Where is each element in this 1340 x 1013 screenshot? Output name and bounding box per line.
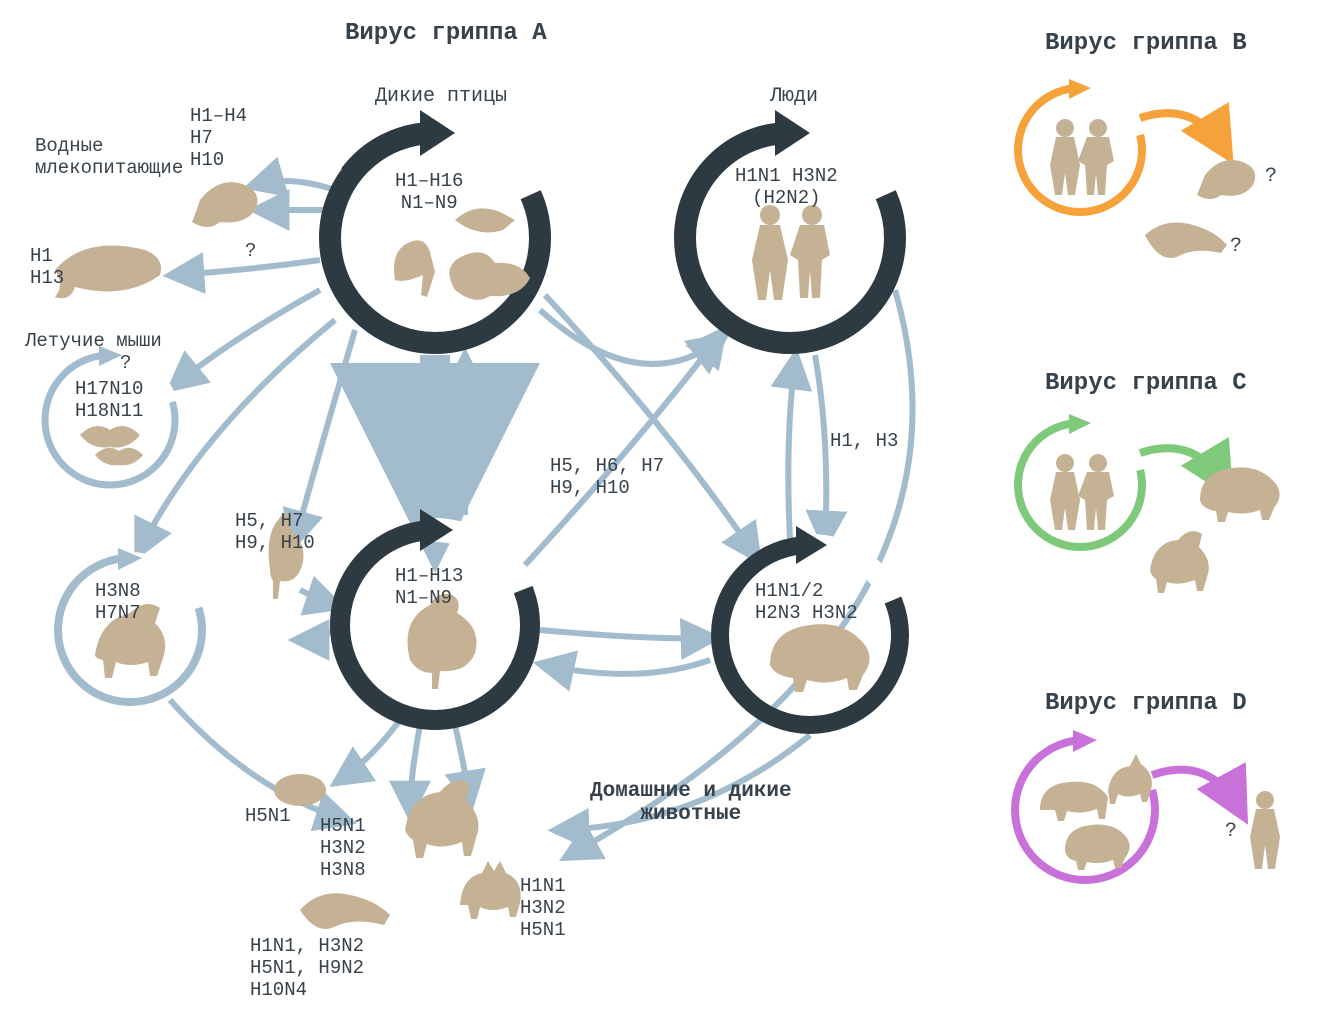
gull-icon (455, 208, 515, 232)
dog-icon (405, 780, 478, 858)
bat-icon (80, 426, 143, 465)
diagram-canvas: Вирус гриппа A Вирус гриппа B Вирус грип… (0, 0, 1340, 1009)
ferret-icon (300, 893, 390, 929)
birds-humans-arrowlabel: H5, H6, H7 H9, H10 (550, 455, 664, 499)
b-q1: ? (1265, 165, 1277, 188)
human-icon (752, 205, 830, 300)
pigs-subtypes: H1N1/2 H2N3 H3N2 (755, 580, 858, 624)
section-b (1018, 79, 1255, 258)
bats-q: ? (120, 352, 131, 374)
section-c (1018, 414, 1280, 593)
ostrich-subtypes: H5, H7 H9, H10 (235, 510, 315, 554)
title-d: Вирус гриппа D (1045, 690, 1247, 717)
b-q2: ? (1230, 235, 1242, 258)
humans-pigs-arrowlabel: H1, H3 (830, 430, 898, 452)
dog-c-icon (1150, 531, 1209, 593)
poultry-subtypes: H1–H13 N1–N9 (395, 565, 463, 609)
bats-label: Летучие мыши (25, 330, 162, 352)
wildbirds-subtypes: H1–H16 N1–N9 (395, 170, 463, 214)
ferret-subtypes: H1N1, H3N2 H5N1, H9N2 H10N4 (250, 935, 364, 1001)
seal-b-icon (1197, 160, 1255, 199)
seal-icon (192, 182, 257, 227)
whale-icon (55, 246, 161, 299)
domesticwild-label: Домашние и дикие животные (590, 780, 792, 826)
bats-subtypes: H17N10 H18N11 (75, 378, 143, 422)
cycle-humans (685, 110, 895, 343)
human-d-icon (1250, 791, 1280, 869)
pig-icon (770, 624, 870, 692)
cat-icon (460, 861, 521, 919)
humans-subtypes: H1N1 H3N2 (H2N2) (735, 165, 838, 209)
section-d (1015, 730, 1280, 880)
wildbirds-label: Дикие птицы (375, 85, 507, 108)
ferret-b-icon (1145, 223, 1227, 259)
whale-subtypes: H1 H13 (30, 245, 64, 289)
cycle-wildbirds (330, 110, 540, 343)
cow-icon (1040, 782, 1108, 821)
pig-c-icon (1200, 467, 1280, 522)
humans-label: Люди (770, 85, 818, 108)
pig-d-icon (1065, 825, 1130, 870)
cat-subtypes: H1N1 H3N2 H5N1 (520, 875, 566, 941)
d-q: ? (1225, 820, 1237, 843)
aquatic-q: ? (245, 240, 256, 262)
seal-subtypes: H1–H4 H7 H10 (190, 105, 247, 171)
aquatic-label: Водные млекопитающие (35, 135, 183, 179)
horses-subtypes: H3N8 H7N7 (95, 580, 141, 624)
guineapig-icon (274, 774, 326, 806)
title-c: Вирус гриппа C (1045, 370, 1247, 397)
dog-subtypes: H5N1 H3N2 H3N8 (320, 815, 366, 881)
title-b: Вирус гриппа B (1045, 30, 1247, 57)
guineapig-subtypes: H5N1 (245, 805, 291, 827)
title-a: Вирус гриппа A (345, 20, 547, 47)
wader-icon (394, 240, 435, 297)
